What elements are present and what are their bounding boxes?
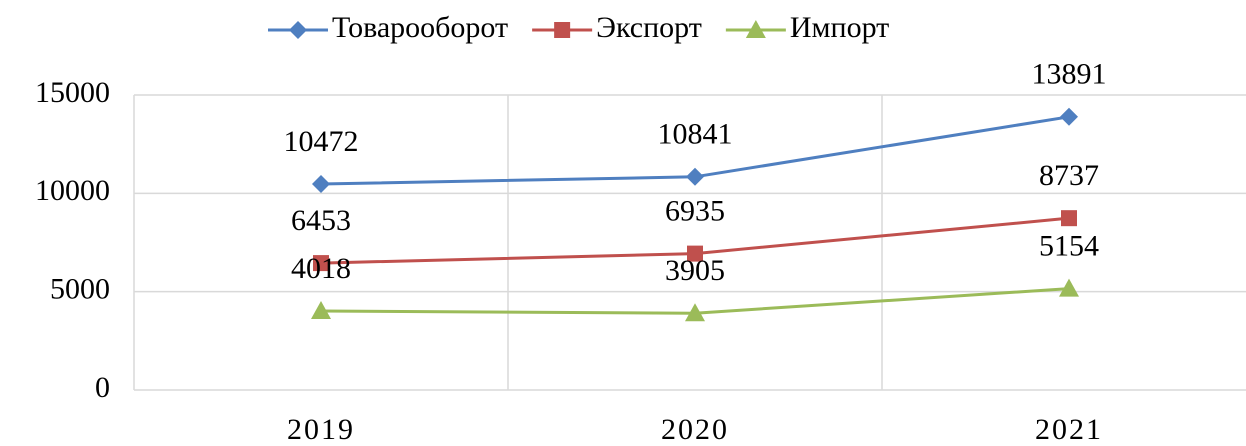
legend-label: Экспорт: [596, 11, 702, 44]
marker: [311, 300, 331, 319]
data-label: 13891: [1032, 58, 1107, 91]
legend-marker: [554, 22, 571, 38]
x-tick-label: 2020: [661, 413, 729, 446]
marker: [313, 255, 329, 272]
legend-marker: [745, 20, 766, 38]
x-tick-label: 2019: [287, 413, 355, 446]
data-label: 6935: [665, 195, 725, 228]
marker: [312, 175, 330, 194]
legend-label: Импорт: [790, 11, 889, 44]
marker: [686, 167, 704, 186]
data-label: 6453: [291, 204, 351, 237]
legend: Товарооборот Экспорт Импорт: [268, 11, 889, 44]
marker: [1060, 107, 1078, 126]
y-tick-label: 10000: [35, 174, 110, 207]
marker: [685, 303, 705, 322]
y-tick-label: 15000: [35, 76, 110, 109]
marker: [1061, 210, 1077, 227]
data-label: 10841: [658, 118, 733, 151]
data-label: 4018: [291, 252, 351, 285]
y-tick-label: 0: [95, 371, 110, 404]
data-label: 10472: [284, 125, 359, 158]
data-label: 3905: [665, 254, 725, 287]
data-label: 8737: [1039, 159, 1099, 192]
data-label: 5154: [1039, 230, 1099, 263]
marker: [687, 245, 703, 262]
x-tick-label: 2021: [1035, 413, 1103, 446]
legend-marker: [289, 21, 307, 39]
legend-label: Товарооборот: [332, 11, 508, 44]
marker: [1059, 278, 1079, 297]
y-tick-label: 5000: [50, 273, 110, 306]
